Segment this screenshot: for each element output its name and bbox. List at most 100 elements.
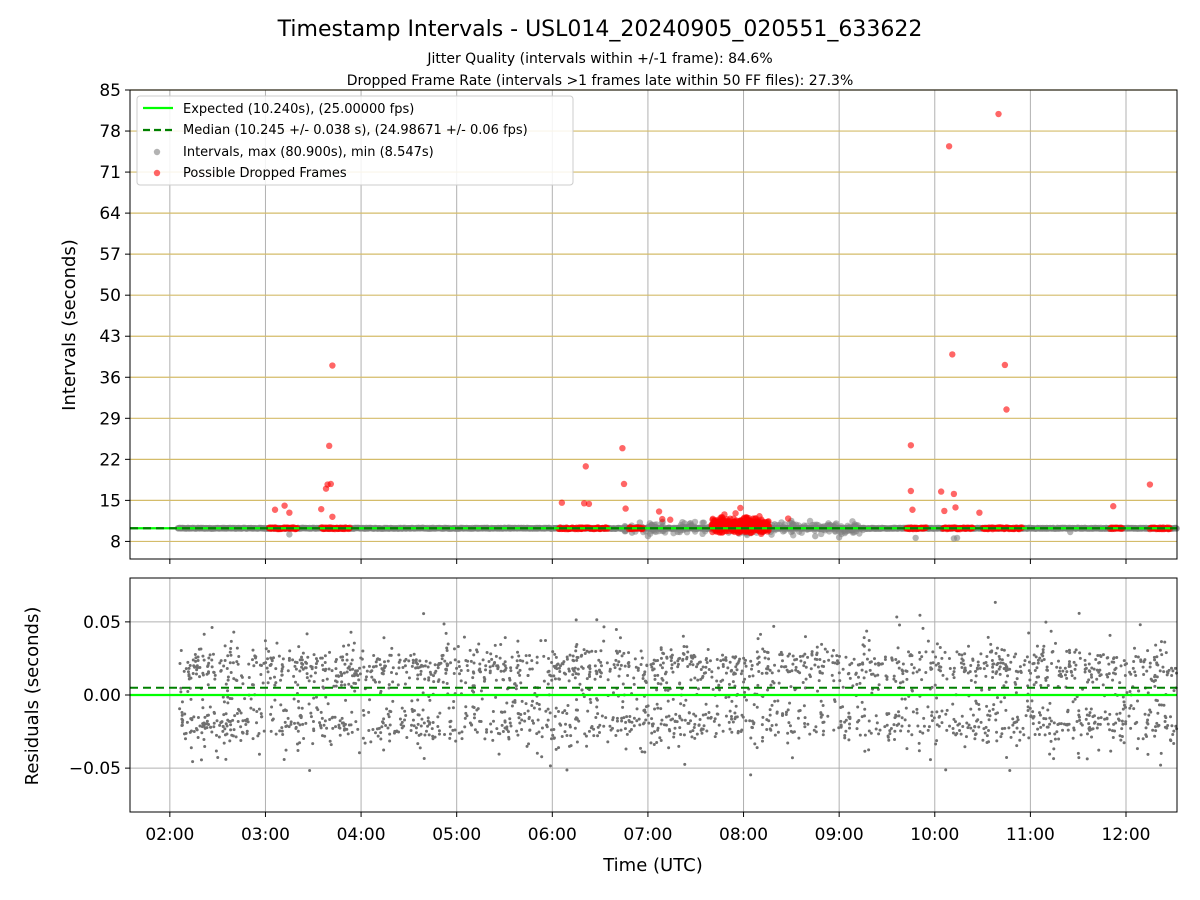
residual-point: [362, 713, 366, 717]
residual-point: [523, 711, 527, 715]
legend-dropped-swatch: [153, 169, 161, 177]
residual-point: [493, 660, 497, 664]
residual-point: [813, 657, 817, 661]
residual-point: [1049, 739, 1053, 743]
residual-point: [574, 708, 578, 712]
residual-point: [911, 671, 915, 675]
residual-point: [571, 654, 575, 658]
residual-point: [788, 724, 792, 728]
interval-outlier-point: [812, 532, 819, 540]
residual-point: [1143, 712, 1147, 716]
residual-point: [1032, 714, 1036, 718]
residual-point: [614, 649, 618, 653]
residual-point: [321, 685, 325, 689]
residual-point: [321, 679, 325, 683]
bottom-panel-data: [130, 600, 1179, 777]
residual-point: [574, 649, 578, 653]
residual-point: [786, 741, 790, 745]
residual-point: [998, 665, 1002, 669]
residual-point: [428, 661, 432, 665]
residual-point: [535, 655, 539, 659]
residual-point: [655, 688, 659, 692]
residual-point: [1085, 757, 1089, 761]
residual-point: [520, 699, 524, 703]
residual-point: [808, 732, 812, 736]
residual-point: [489, 652, 493, 656]
residual-point: [196, 735, 200, 739]
residual-point: [1158, 669, 1162, 673]
residual-point: [860, 668, 864, 672]
chart-subtitle-jitter: Jitter Quality (intervals within +/-1 fr…: [426, 51, 772, 67]
residual-point: [634, 665, 638, 669]
residual-point: [404, 714, 408, 718]
residual-point: [841, 667, 845, 671]
residual-point: [661, 661, 665, 665]
residual-point: [1129, 726, 1133, 730]
residual-point: [547, 656, 551, 660]
residual-point: [998, 672, 1002, 676]
residual-point: [651, 668, 655, 672]
residual-point: [429, 672, 433, 676]
residual-point: [448, 725, 452, 729]
residual-point: [223, 733, 227, 737]
interval-outlier-point: [286, 531, 293, 538]
residual-point: [229, 639, 233, 643]
residual-point: [793, 658, 797, 662]
residual-point: [510, 704, 514, 708]
residual-point: [639, 746, 643, 750]
residual-point: [748, 719, 752, 723]
residual-point: [841, 685, 845, 689]
residual-point: [235, 711, 239, 715]
residual-point: [673, 661, 677, 665]
residual-point: [907, 650, 911, 654]
residual-point: [478, 670, 482, 674]
residual-point: [1122, 700, 1126, 704]
residual-point: [540, 755, 544, 759]
residual-point: [372, 654, 376, 658]
residual-point: [803, 721, 807, 725]
residual-point: [751, 674, 755, 678]
residual-point: [1006, 653, 1010, 657]
residual-point: [1012, 730, 1016, 734]
residual-point: [579, 654, 583, 658]
residual-point: [528, 728, 532, 732]
residual-point: [658, 736, 662, 740]
residual-point: [373, 731, 377, 735]
residual-point: [190, 718, 194, 722]
residual-point: [191, 760, 195, 764]
residual-point: [356, 727, 360, 731]
residual-point: [967, 644, 971, 648]
residual-point: [596, 712, 600, 716]
residual-point: [803, 716, 807, 720]
residual-point: [274, 667, 278, 671]
residual-point: [416, 698, 420, 702]
residual-point: [503, 720, 507, 724]
residual-point: [848, 676, 852, 680]
residual-point: [546, 707, 550, 711]
residual-point: [742, 656, 746, 660]
residual-point: [897, 714, 901, 718]
residual-point: [938, 665, 942, 669]
residual-point: [309, 674, 313, 678]
residual-point: [619, 663, 623, 667]
residual-point: [494, 695, 498, 699]
residual-point: [619, 728, 623, 732]
residual-point: [593, 677, 597, 681]
residual-point: [693, 736, 697, 740]
residual-point: [711, 687, 715, 691]
residual-point: [774, 723, 778, 727]
residual-point: [383, 660, 387, 664]
residual-point: [614, 733, 618, 737]
residual-point: [1112, 660, 1116, 664]
residual-point: [1003, 726, 1007, 730]
residual-point: [734, 704, 738, 708]
residual-point: [839, 719, 843, 723]
interval-outlier-point: [676, 528, 683, 536]
residual-point: [1016, 670, 1020, 674]
residual-point: [299, 714, 303, 718]
residual-point: [1078, 651, 1082, 655]
residual-point: [562, 671, 566, 675]
residual-point: [528, 667, 532, 671]
residual-point: [971, 657, 975, 661]
interval-point: [823, 522, 831, 529]
